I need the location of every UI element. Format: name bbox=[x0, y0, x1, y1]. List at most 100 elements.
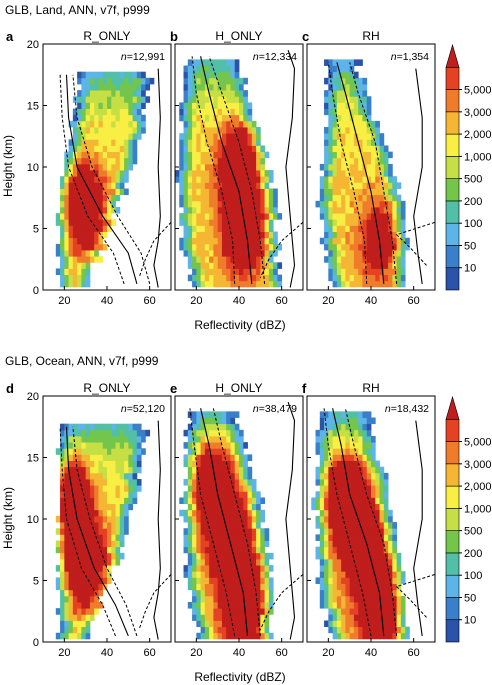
heatmap-cell bbox=[396, 206, 402, 214]
heatmap-cell bbox=[379, 485, 385, 492]
heatmap-cell bbox=[358, 225, 363, 232]
heatmap-cell bbox=[115, 509, 121, 517]
heatmap-cell bbox=[345, 114, 351, 122]
heatmap-cell bbox=[128, 145, 133, 153]
heatmap-cell bbox=[60, 632, 65, 640]
heatmap-cell bbox=[375, 595, 380, 603]
heatmap-cell bbox=[213, 120, 219, 128]
heatmap-cell bbox=[349, 528, 355, 535]
heatmap-cell bbox=[362, 213, 368, 220]
heatmap-cell bbox=[119, 454, 125, 461]
heatmap-cell bbox=[111, 127, 116, 134]
heatmap-cell bbox=[324, 157, 329, 165]
heatmap-cell bbox=[332, 77, 338, 85]
heatmap-cell bbox=[213, 614, 219, 621]
heatmap-cell bbox=[392, 274, 397, 282]
heatmap-cell bbox=[72, 231, 78, 239]
heatmap-cell bbox=[341, 485, 346, 492]
heatmap-cell bbox=[268, 170, 274, 177]
heatmap-cell bbox=[332, 528, 338, 535]
heatmap-cell bbox=[341, 114, 346, 122]
heatmap-cell bbox=[388, 515, 393, 523]
heatmap-cell bbox=[204, 194, 210, 202]
heatmap-cell bbox=[388, 528, 393, 535]
heatmap-cell bbox=[273, 280, 278, 288]
heatmap-cell bbox=[353, 243, 359, 251]
heatmap-cell bbox=[366, 411, 372, 418]
heatmap-cell bbox=[336, 77, 342, 85]
heatmap-cell bbox=[85, 565, 91, 572]
heatmap-cell bbox=[213, 608, 219, 615]
heatmap-cell bbox=[85, 608, 91, 615]
heatmap-cell bbox=[358, 90, 363, 97]
heatmap-cell bbox=[353, 157, 359, 165]
heatmap-cell bbox=[85, 219, 91, 226]
heatmap-cell bbox=[209, 552, 214, 560]
heatmap-cell bbox=[200, 522, 206, 529]
heatmap-cell bbox=[102, 528, 108, 535]
heatmap-cell bbox=[349, 435, 355, 443]
heatmap-cell bbox=[209, 127, 214, 134]
heatmap-cell bbox=[213, 194, 219, 202]
heatmap-cell bbox=[332, 429, 338, 437]
heatmap-cell bbox=[383, 145, 389, 153]
heatmap-cell bbox=[358, 479, 363, 486]
heatmap-cell bbox=[226, 558, 231, 566]
heatmap-cell bbox=[196, 163, 201, 171]
heatmap-cell bbox=[111, 423, 116, 431]
heatmap-cell bbox=[221, 411, 227, 418]
heatmap-cell bbox=[260, 157, 265, 165]
heatmap-cell bbox=[379, 206, 385, 214]
heatmap-cell bbox=[341, 274, 346, 282]
heatmap-cell bbox=[213, 133, 219, 140]
heatmap-cell bbox=[196, 454, 201, 461]
heatmap-cell bbox=[349, 614, 355, 621]
heatmap-cell bbox=[371, 256, 376, 263]
heatmap-cell bbox=[102, 565, 108, 572]
heatmap-cell bbox=[60, 491, 65, 498]
heatmap-cell bbox=[345, 448, 351, 455]
heatmap-cell bbox=[324, 558, 329, 566]
heatmap-cell bbox=[94, 460, 99, 468]
heatmap-cell bbox=[345, 96, 351, 103]
heatmap-cell bbox=[332, 182, 338, 189]
heatmap-cell bbox=[94, 466, 99, 474]
heatmap-cell bbox=[89, 466, 95, 474]
heatmap-cell bbox=[81, 194, 87, 202]
heatmap-cell bbox=[89, 534, 95, 541]
heatmap-cell bbox=[371, 417, 376, 425]
heatmap-cell bbox=[234, 583, 240, 591]
heatmap-cell bbox=[256, 595, 261, 603]
heatmap-cell bbox=[383, 626, 389, 634]
heatmap-cell bbox=[260, 558, 265, 566]
heatmap-cell bbox=[273, 274, 278, 282]
heatmap-cell bbox=[345, 577, 351, 584]
heatmap-cell bbox=[256, 194, 261, 202]
heatmap-cell bbox=[85, 614, 91, 621]
heatmap-cell bbox=[89, 608, 95, 615]
heatmap-cell bbox=[217, 448, 223, 455]
heatmap-cell bbox=[230, 558, 236, 566]
heatmap-cell bbox=[111, 170, 116, 177]
heatmap-cell bbox=[81, 626, 87, 634]
heatmap-cell bbox=[204, 522, 210, 529]
heatmap-cell bbox=[64, 157, 69, 165]
heatmap-cell bbox=[107, 206, 112, 214]
heatmap-cell bbox=[324, 503, 329, 511]
heatmap-cell bbox=[239, 231, 244, 239]
heatmap-cell bbox=[128, 163, 133, 171]
heatmap-cell bbox=[98, 515, 104, 523]
heatmap-cell bbox=[102, 448, 108, 455]
heatmap-cell bbox=[336, 133, 342, 140]
heatmap-cell bbox=[85, 522, 91, 529]
heatmap-cell bbox=[264, 552, 270, 560]
heatmap-cell bbox=[81, 515, 87, 523]
heatmap-cell bbox=[247, 268, 253, 276]
heatmap-cell bbox=[187, 565, 193, 572]
heatmap-cell bbox=[187, 213, 193, 220]
heatmap-cell bbox=[332, 219, 338, 226]
heatmap-cell bbox=[102, 83, 108, 91]
heatmap-cell bbox=[119, 120, 125, 128]
heatmap-cell bbox=[196, 280, 201, 288]
heatmap-cell bbox=[226, 632, 231, 640]
